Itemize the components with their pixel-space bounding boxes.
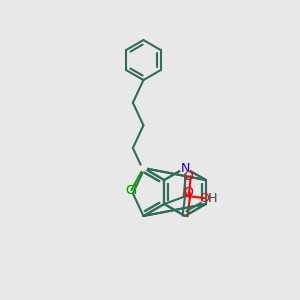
- Text: O: O: [183, 187, 193, 200]
- Circle shape: [140, 165, 146, 171]
- Text: Cl: Cl: [125, 184, 138, 196]
- Text: O: O: [199, 191, 209, 205]
- Text: O: O: [183, 187, 193, 200]
- Text: Cl: Cl: [125, 184, 138, 196]
- Text: N: N: [180, 161, 190, 175]
- Text: N: N: [180, 161, 190, 175]
- Circle shape: [180, 163, 190, 173]
- Text: O: O: [183, 169, 193, 182]
- Text: H: H: [208, 191, 217, 205]
- Text: H: H: [208, 191, 217, 205]
- Text: O: O: [183, 169, 193, 182]
